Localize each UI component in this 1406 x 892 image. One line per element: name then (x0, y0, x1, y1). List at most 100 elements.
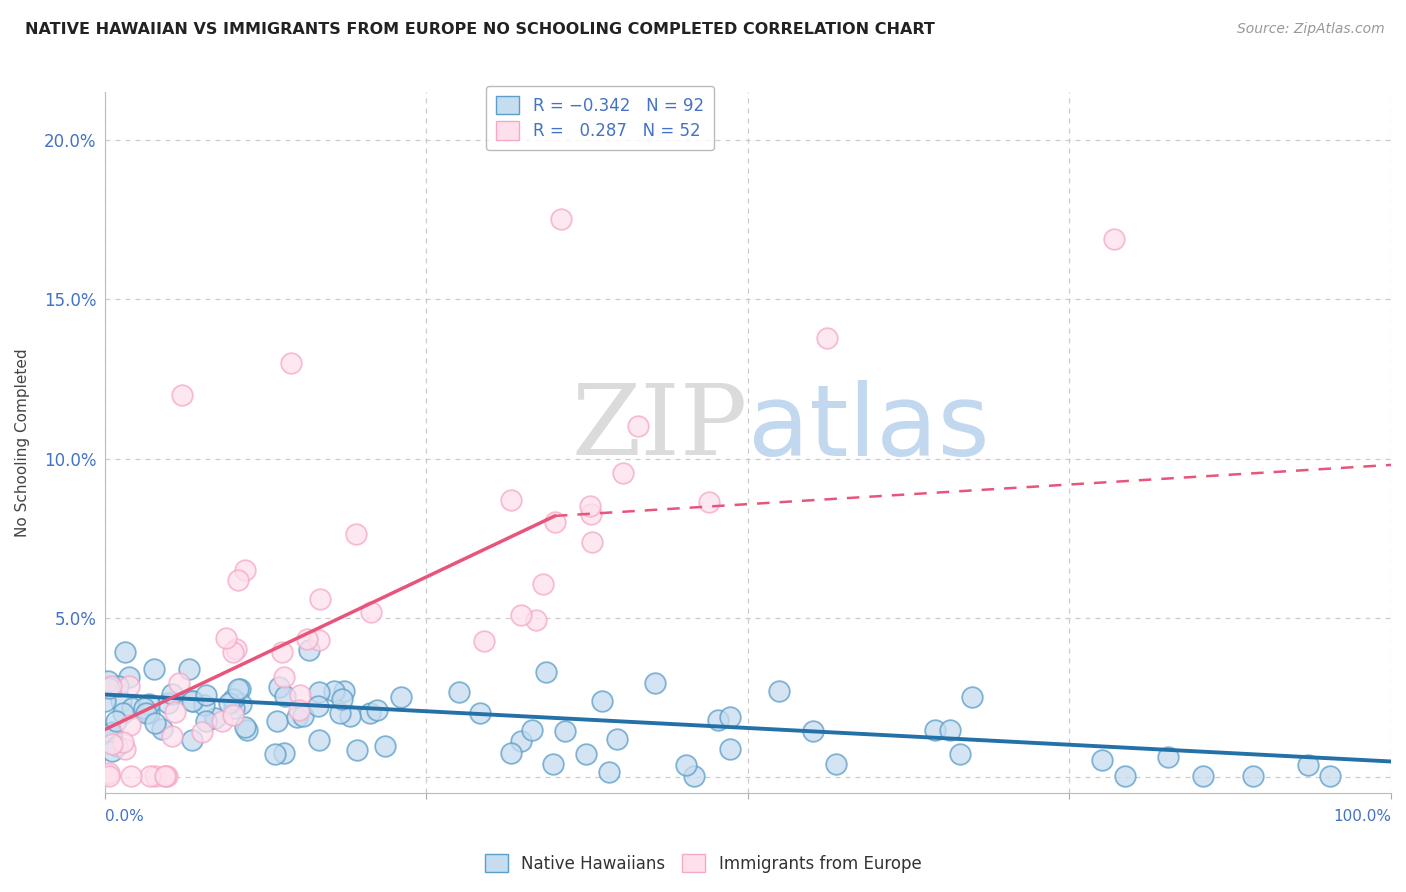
Point (271, 645, 294, 659)
Point (298, 643, 321, 657)
Point (150, 722, 173, 736)
Point (824, 756, 846, 771)
Point (330, 691, 353, 706)
Point (308, 685, 330, 699)
Point (235, 723, 257, 737)
Point (105, 714, 128, 728)
Point (579, 499, 602, 513)
Point (114, 645, 136, 659)
Point (98, 766, 121, 780)
Point (222, 692, 245, 706)
Point (1157, 749, 1180, 764)
Point (288, 688, 311, 702)
Point (675, 757, 697, 772)
Point (100, 744, 122, 758)
Point (267, 681, 290, 695)
Point (366, 703, 388, 717)
Point (575, 747, 598, 762)
Point (121, 701, 143, 715)
Point (598, 765, 620, 780)
Point (138, 769, 160, 783)
Point (501, 747, 523, 761)
Point (160, 687, 183, 701)
Point (118, 670, 141, 684)
Point (295, 632, 318, 646)
Point (266, 714, 288, 729)
Point (222, 708, 245, 723)
Point (1114, 769, 1136, 783)
Point (554, 723, 576, 738)
Point (273, 670, 295, 684)
Y-axis label: No Schooling Completed: No Schooling Completed (15, 348, 30, 537)
Point (707, 713, 730, 727)
Point (509, 734, 531, 748)
Point (274, 689, 297, 703)
Point (333, 684, 356, 698)
Point (581, 535, 603, 549)
Point (100, 724, 122, 739)
Point (120, 718, 142, 732)
Point (229, 697, 252, 711)
Point (1296, 757, 1319, 772)
Point (111, 706, 134, 721)
Point (181, 694, 204, 708)
Point (156, 769, 179, 783)
Point (1091, 753, 1114, 767)
Point (273, 746, 295, 760)
Point (193, 698, 215, 712)
Point (329, 706, 352, 720)
Point (339, 709, 361, 723)
Point (683, 769, 706, 783)
Point (118, 679, 141, 693)
Point (138, 697, 160, 711)
Point (346, 742, 368, 756)
Point (291, 708, 314, 723)
Point (215, 631, 238, 645)
Point (110, 694, 132, 708)
Point (120, 769, 142, 783)
Point (100, 679, 122, 693)
Point (107, 679, 129, 693)
Point (94, 694, 117, 708)
Point (606, 731, 628, 746)
Point (221, 645, 243, 659)
Point (307, 698, 329, 713)
Text: NATIVE HAWAIIAN VS IMMIGRANTS FROM EUROPE NO SCHOOLING COMPLETED CORRELATION CHA: NATIVE HAWAIIAN VS IMMIGRANTS FROM EUROP… (25, 22, 935, 37)
Point (526, 613, 548, 627)
Point (501, 492, 523, 507)
Point (100, 726, 122, 740)
Point (167, 675, 190, 690)
Point (194, 688, 217, 702)
Point (960, 690, 983, 704)
Point (308, 591, 330, 606)
Point (768, 683, 790, 698)
Legend: R = −0.342   N = 92, R =   0.287   N = 52: R = −0.342 N = 92, R = 0.287 N = 52 (486, 86, 714, 150)
Point (98, 769, 121, 783)
Point (1104, 232, 1126, 246)
Point (285, 710, 308, 724)
Point (138, 706, 160, 720)
Point (344, 526, 367, 541)
Point (531, 577, 554, 591)
Point (135, 706, 157, 720)
Point (591, 693, 613, 707)
Point (544, 516, 567, 530)
Point (939, 723, 962, 737)
Point (534, 665, 557, 680)
Point (474, 633, 496, 648)
Point (132, 701, 155, 715)
Point (218, 697, 240, 711)
Point (924, 723, 946, 737)
Text: 0.0%: 0.0% (104, 809, 143, 824)
Point (360, 605, 382, 619)
Point (389, 690, 412, 704)
Text: Source: ZipAtlas.com: Source: ZipAtlas.com (1237, 22, 1385, 37)
Point (627, 419, 650, 434)
Point (195, 714, 218, 728)
Point (226, 574, 249, 588)
Point (179, 662, 201, 676)
Point (509, 608, 531, 623)
Point (190, 724, 212, 739)
Point (264, 747, 287, 762)
Point (815, 331, 838, 345)
